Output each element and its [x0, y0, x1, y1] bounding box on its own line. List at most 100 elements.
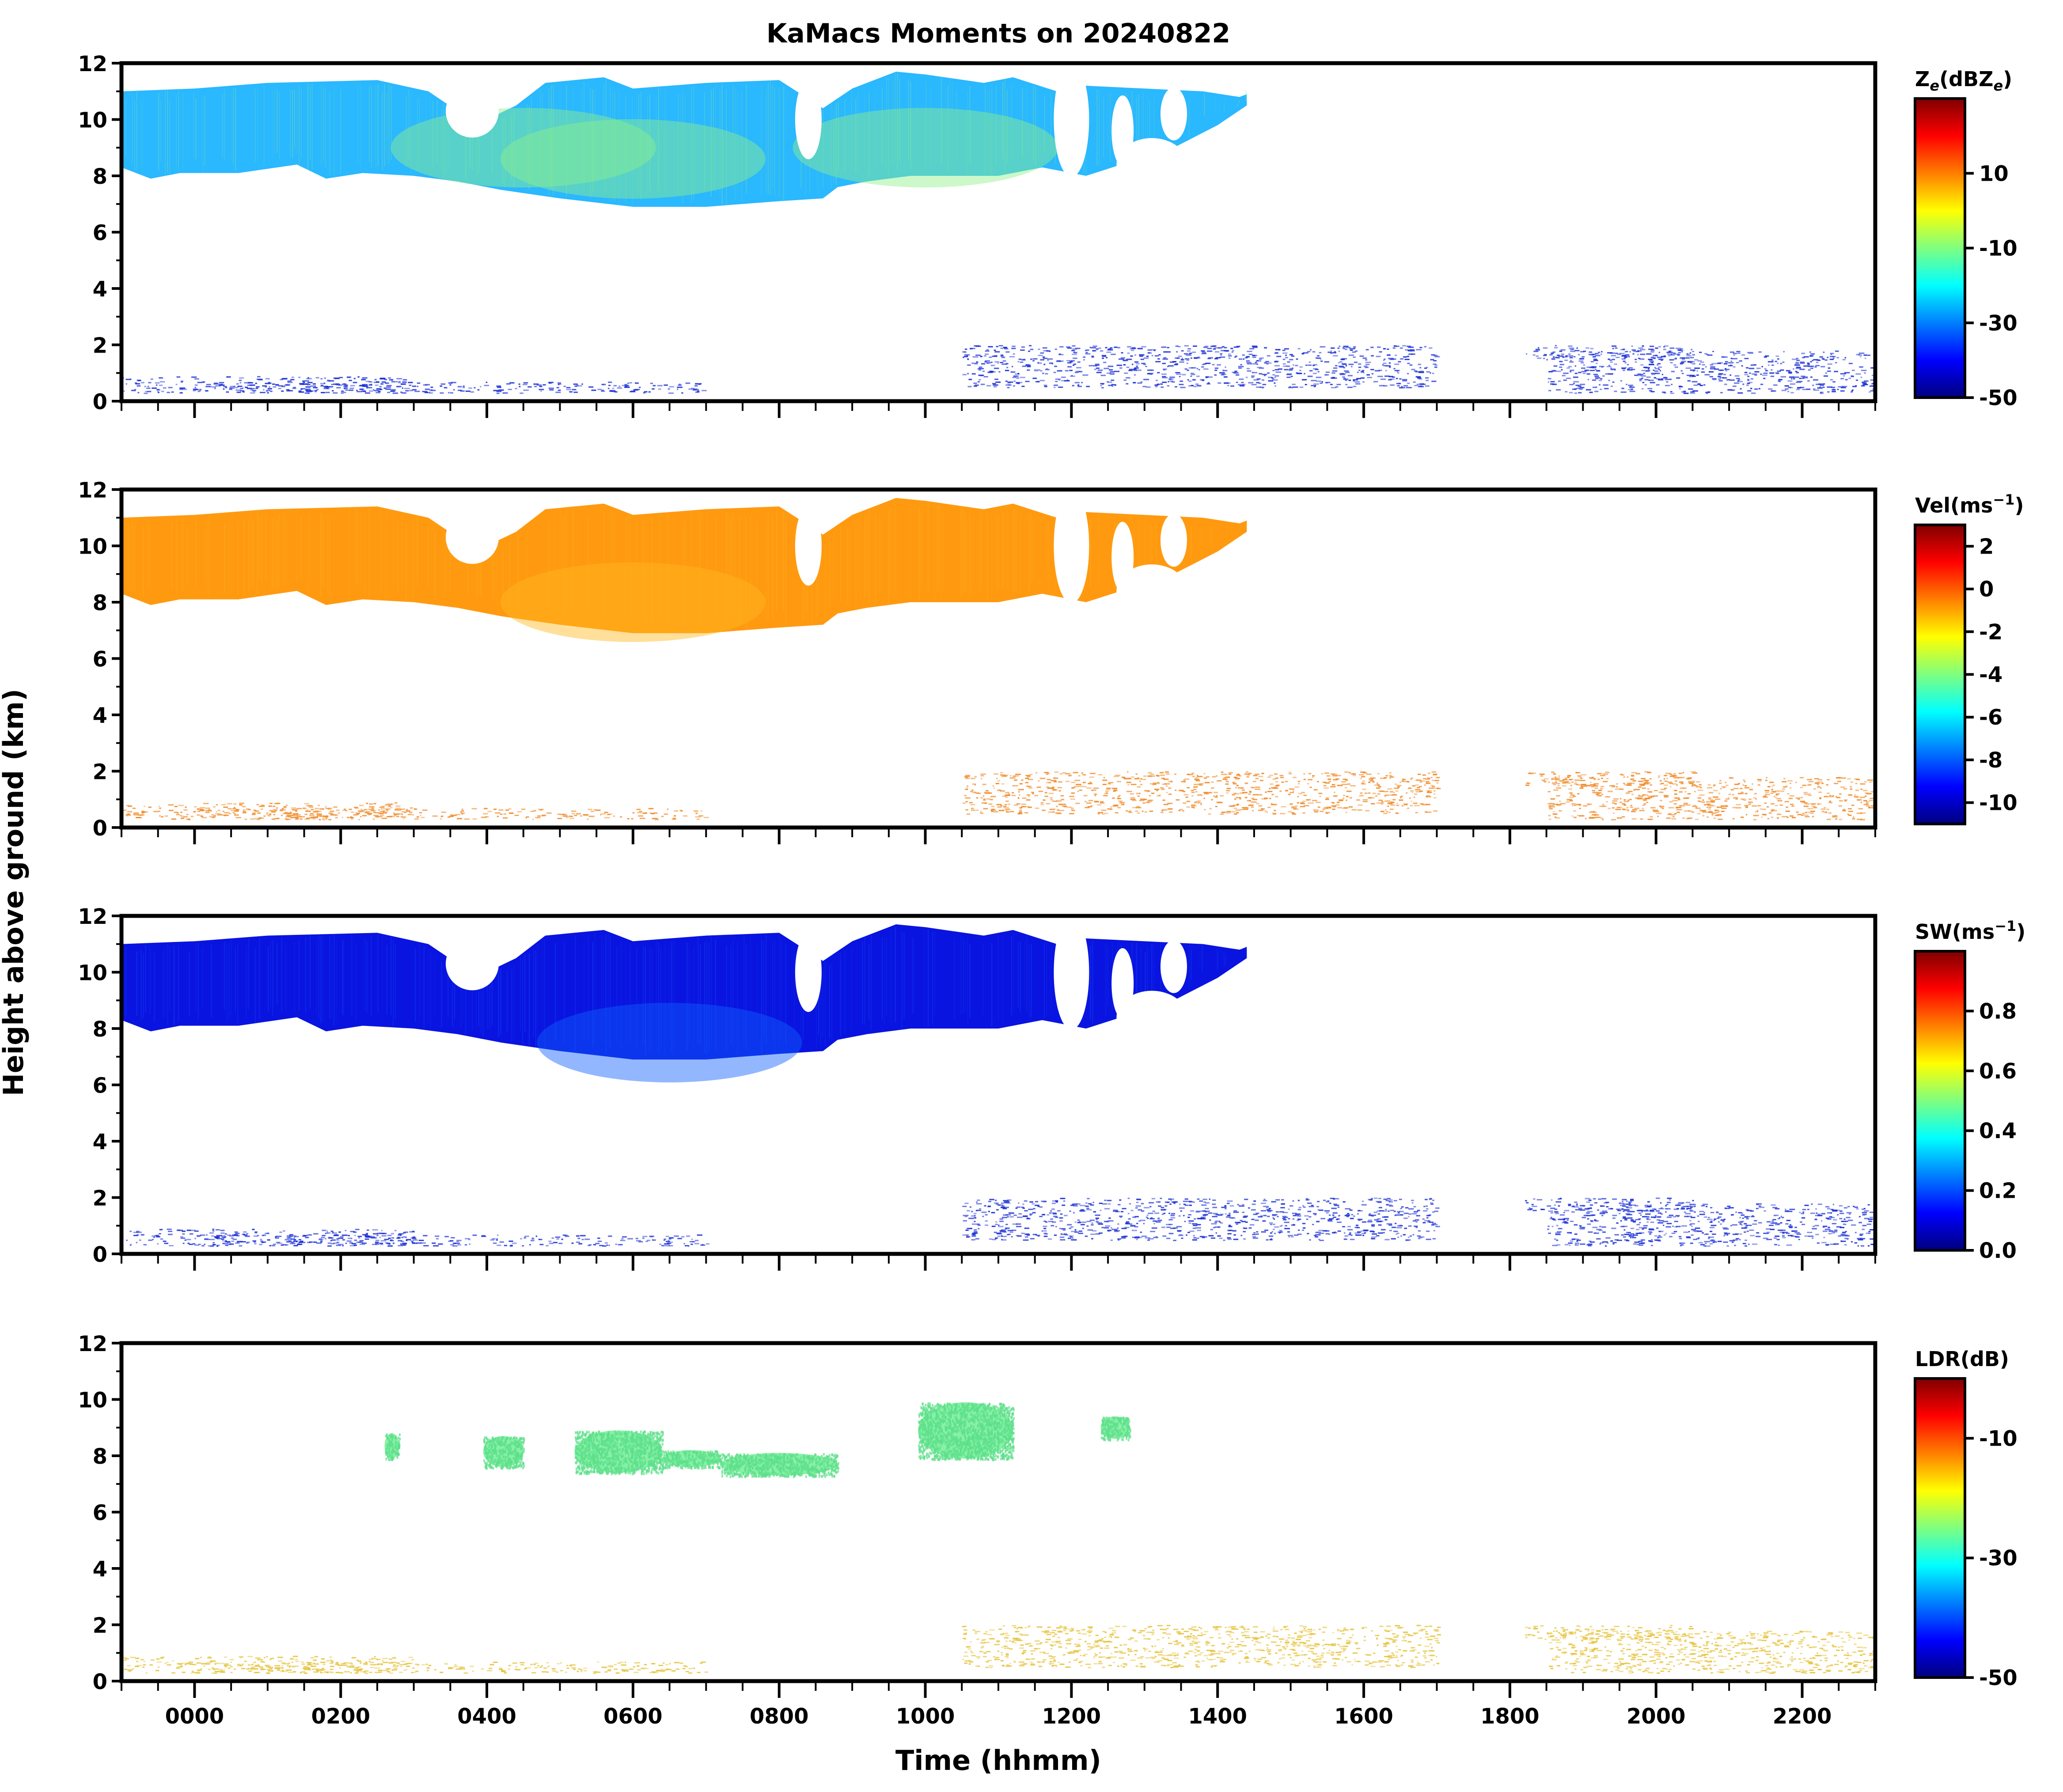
clutter-speck — [1623, 776, 1625, 778]
clutter-speck — [1115, 812, 1119, 813]
clutter-speck — [1600, 775, 1605, 776]
clutter-speck — [1796, 367, 1801, 368]
clutter-speck — [1612, 786, 1615, 787]
clutter-speck — [1141, 381, 1143, 383]
clutter-speck — [1257, 367, 1262, 368]
clutter-speck — [1331, 372, 1335, 374]
clutter-speck — [975, 776, 977, 778]
clutter-speck — [1219, 372, 1225, 373]
clutter-speck — [1037, 362, 1039, 364]
clutter-speck — [985, 803, 987, 804]
clutter-speck — [1544, 778, 1548, 779]
clutter-speck — [1660, 783, 1661, 785]
clutter-speck — [1642, 808, 1644, 809]
clutter-speck — [598, 389, 602, 390]
clutter-speck — [229, 387, 235, 389]
clutter-speck — [1252, 810, 1254, 811]
clutter-speck — [1644, 803, 1646, 805]
clutter-speck — [1100, 385, 1102, 386]
clutter-speck — [1826, 809, 1829, 810]
clutter-speck — [1572, 805, 1574, 806]
clutter-speck — [1419, 367, 1421, 368]
clutter-speck — [1322, 381, 1323, 383]
clutter-speck — [1404, 387, 1405, 388]
clutter-speck — [627, 818, 630, 820]
clutter-speck — [1849, 378, 1851, 379]
clutter-speck — [1259, 359, 1262, 360]
clutter-speck — [1379, 786, 1381, 787]
clutter-speck — [1827, 819, 1831, 820]
clutter-speck — [1196, 376, 1200, 377]
clutter-speck — [1692, 376, 1696, 377]
clutter-speck — [1578, 354, 1580, 355]
clutter-speck — [359, 805, 364, 806]
clutter-speck — [1274, 385, 1276, 387]
clutter-speck — [1385, 794, 1389, 796]
clutter-speck — [1232, 350, 1234, 351]
clutter-speck — [1568, 345, 1572, 347]
clutter-speck — [287, 1238, 290, 1239]
clutter-speck — [1075, 803, 1080, 804]
clutter-speck — [1360, 771, 1365, 773]
clutter-speck — [1601, 806, 1606, 807]
clutter-speck — [240, 382, 242, 383]
clutter-speck — [200, 807, 205, 809]
clutter-speck — [540, 391, 542, 392]
clutter-speck — [1809, 793, 1811, 794]
clutter-speck — [1202, 353, 1206, 354]
clutter-speck — [1161, 373, 1167, 375]
clutter-speck — [1121, 357, 1125, 359]
clutter-speck — [1407, 363, 1410, 364]
clutter-speck — [1602, 804, 1604, 805]
clutter-speck — [1700, 810, 1705, 812]
clutter-speck — [1119, 368, 1122, 369]
colorbar-tick-label: 0 — [1979, 577, 1994, 602]
clutter-speck — [1095, 795, 1096, 796]
clutter-speck — [1006, 367, 1008, 368]
clutter-speck — [1426, 783, 1430, 784]
clutter-speck — [982, 371, 985, 372]
clutter-speck — [1676, 348, 1681, 349]
clutter-speck — [1744, 374, 1748, 375]
clutter-speck — [1206, 776, 1210, 778]
clutter-speck — [1710, 376, 1713, 377]
clutter-speck — [397, 378, 402, 380]
clutter-speck — [992, 383, 996, 384]
clutter-speck — [1221, 771, 1224, 773]
clutter-speck — [1763, 378, 1765, 379]
clutter-speck — [1347, 783, 1350, 785]
clutter-speck — [1612, 359, 1615, 360]
clutter-speck — [681, 392, 683, 394]
clutter-speck — [1603, 774, 1608, 775]
clutter-speck — [299, 391, 302, 392]
clutter-speck — [1021, 346, 1025, 348]
clutter-speck — [1423, 778, 1426, 779]
clutter-speck — [983, 808, 988, 809]
clutter-speck — [1695, 806, 1697, 808]
clutter-speck — [220, 1230, 225, 1231]
clutter-speck — [1775, 361, 1777, 362]
clutter-speck — [1728, 362, 1734, 364]
clutter-speck — [328, 812, 333, 814]
clutter-speck — [326, 816, 328, 817]
clutter-speck — [1599, 380, 1602, 381]
clutter-speck — [483, 813, 488, 815]
clutter-speck — [179, 387, 185, 389]
clutter-speck — [1307, 351, 1311, 352]
clutter-speck — [238, 391, 241, 393]
clutter-speck — [1391, 802, 1395, 803]
clutter-speck — [1400, 347, 1403, 349]
clutter-speck — [1205, 778, 1207, 779]
clutter-speck — [1813, 379, 1818, 380]
clutter-speck — [1681, 351, 1683, 353]
clutter-speck — [1691, 811, 1693, 812]
clutter-speck — [287, 380, 292, 382]
clutter-speck — [1265, 792, 1267, 793]
clutter-speck — [1291, 356, 1294, 357]
clutter-speck — [304, 380, 309, 382]
clutter-speck — [1771, 360, 1774, 361]
clutter-speck — [228, 808, 232, 809]
clutter-speck — [1020, 783, 1023, 785]
clutter-speck — [1251, 376, 1255, 377]
clutter-speck — [293, 813, 297, 815]
